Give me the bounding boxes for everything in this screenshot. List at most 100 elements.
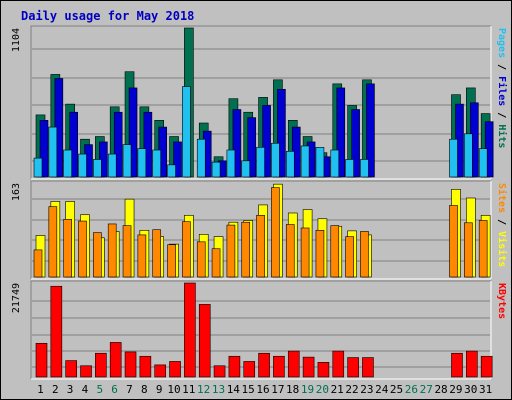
bar-pages-day-10 (167, 164, 176, 178)
x-tick-label: 1 (37, 383, 44, 396)
bar-sites-day-15 (241, 221, 251, 278)
bar-sites-day-3 (63, 219, 72, 278)
x-tick-label: 21 (331, 383, 344, 396)
bar-kbytes-day-6 (109, 342, 122, 378)
legend-requests: Pages / Files / Hits (496, 28, 508, 148)
bar-files-day-7 (128, 87, 138, 178)
bar-kbytes-day-19 (302, 356, 315, 378)
panel-visitors: 163 Sites / Visits (11, 180, 508, 280)
x-tick-label: 16 (256, 383, 269, 396)
x-tick-label: 30 (464, 383, 477, 396)
bar-pages-day-7 (122, 144, 132, 178)
bar-sites-day-18 (285, 224, 295, 278)
bar-pages-day-23 (360, 159, 369, 178)
bar-pages-day-16 (256, 147, 265, 178)
bar-sites-day-16 (256, 214, 265, 278)
x-axis-labels: 1 2 3 4 5 6 7 8 9 10 11 12 13 14 15 16 17 18 19 20 21 22 23 24 2… (37, 383, 492, 396)
bar-sites-day-19 (300, 227, 310, 278)
bar-kbytes-day-21 (332, 350, 345, 378)
x-tick-label: 14 (227, 383, 241, 396)
bar-sites-day-21 (330, 225, 340, 278)
x-tick-label: 4 (82, 383, 89, 396)
bar-kbytes-day-4 (80, 365, 92, 378)
bar-files-day-14 (232, 109, 242, 178)
bar-pages-day-15 (241, 160, 251, 178)
legend-item-hits: Hits (496, 124, 508, 148)
y-max-label-visitors: 163 (11, 183, 22, 201)
x-tick-label: 13 (212, 383, 225, 396)
x-tick-label: 25 (390, 383, 403, 396)
bar-kbytes-day-1 (35, 342, 48, 378)
bar-sites-day-1 (33, 249, 43, 278)
x-tick-label: 29 (449, 383, 462, 396)
bar-pages-day-31 (478, 148, 488, 178)
bar-sites-day-22 (345, 236, 354, 278)
x-tick-label: 24 (375, 383, 389, 396)
x-tick-label: 7 (126, 383, 133, 396)
x-tick-label: 15 (242, 383, 255, 396)
bar-pages-day-9 (152, 149, 162, 178)
x-tick-label: 6 (111, 383, 118, 396)
bar-sites-day-8 (137, 234, 147, 278)
bar-kbytes-day-11 (184, 282, 196, 378)
x-tick-label: 27 (420, 383, 433, 396)
bar-kbytes-day-10 (169, 361, 181, 378)
bar-sites-day-30 (464, 222, 473, 278)
legend-item-visits: Visits (496, 231, 508, 267)
bar-kbytes-day-15 (243, 361, 256, 378)
bar-files-day-15 (247, 117, 257, 178)
bar-kbytes-day-16 (258, 352, 270, 378)
bar-sites-day-4 (78, 220, 87, 278)
bar-kbytes-day-12 (198, 304, 211, 378)
legend-visitors: Sites / Visits (496, 183, 508, 267)
bar-sites-day-20 (315, 229, 325, 278)
panel-kbytes: 21749 KBytes (11, 280, 507, 380)
bar-sites-day-6 (107, 223, 117, 278)
legend-item-kbytes: KBytes (496, 283, 507, 319)
bar-sites-day-14 (226, 224, 236, 278)
bar-sites-day-13 (211, 248, 221, 278)
bar-pages-day-19 (300, 145, 310, 178)
x-tick-label: 11 (182, 383, 195, 396)
bar-kbytes-day-9 (154, 364, 167, 378)
bar-files-day-23 (366, 83, 375, 178)
bar-pages-day-6 (107, 153, 117, 178)
legend-item-pages: Pages (496, 28, 507, 58)
bar-pages-day-5 (93, 159, 102, 178)
x-tick-label: 31 (479, 383, 492, 396)
x-tick-label: 2 (52, 383, 59, 396)
x-tick-label: 19 (301, 383, 314, 396)
x-tick-label: 12 (197, 383, 210, 396)
bar-kbytes-day-7 (124, 351, 137, 378)
bar-files-day-10 (173, 141, 182, 178)
bar-sites-day-29 (449, 205, 458, 278)
bar-kbytes-day-30 (466, 350, 478, 378)
bar-pages-day-18 (285, 151, 295, 178)
bar-sites-day-2 (48, 206, 58, 278)
bar-files-day-1 (39, 120, 49, 178)
bar-kbytes-day-8 (139, 355, 152, 378)
bar-pages-day-29 (449, 138, 458, 178)
x-tick-label: 26 (405, 383, 418, 396)
bar-files-day-6 (113, 111, 123, 178)
bar-pages-day-22 (345, 159, 354, 178)
x-tick-label: 3 (67, 383, 74, 396)
bar-files-day-22 (351, 109, 360, 178)
bar-pages-day-30 (464, 133, 473, 178)
bar-sites-day-23 (360, 231, 369, 278)
bar-sites-day-7 (122, 225, 132, 278)
legend-item-files: Files (496, 76, 508, 106)
bar-kbytes-day-5 (95, 352, 107, 378)
bar-sites-day-12 (196, 241, 206, 278)
bar-kbytes-day-22 (347, 357, 359, 378)
bar-kbytes-day-2 (50, 285, 63, 378)
bar-sites-day-5 (93, 232, 102, 278)
y-max-label-requests: 1104 (11, 28, 22, 52)
bar-files-day-8 (143, 111, 153, 178)
bar-pages-day-20 (315, 147, 325, 178)
bar-sites-day-9 (152, 229, 162, 278)
legend-item-sites: Sites (496, 183, 508, 213)
x-tick-label: 5 (96, 383, 103, 396)
bar-kbytes-day-17 (273, 355, 285, 378)
